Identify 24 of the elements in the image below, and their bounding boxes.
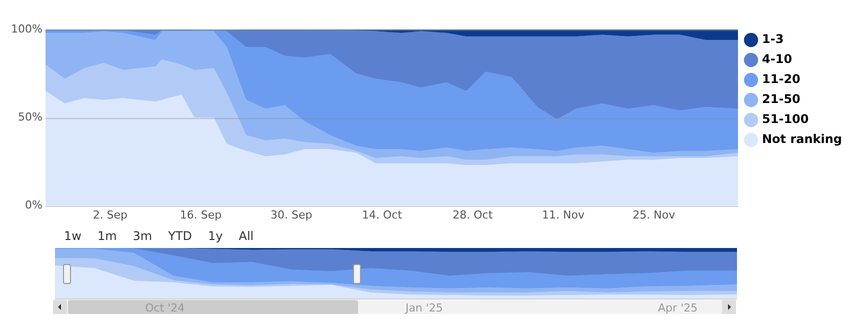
text: 1y <box>207 228 224 245</box>
text: 3m <box>132 228 154 245</box>
x-tick-label: Apr '25 <box>658 301 698 314</box>
x-tick-label: 30. Sep <box>270 208 312 222</box>
x-tick-label: 11. Nov <box>542 208 585 222</box>
y-tick-label: 0% <box>24 198 42 212</box>
x-tick-label: 2. Sep <box>92 208 128 222</box>
y-tick-label: 100% <box>10 22 42 36</box>
x-tick-label: 14. Oct <box>362 208 403 222</box>
text: 1m <box>96 228 118 245</box>
legend-label: 51-100 <box>762 112 809 126</box>
text: 1w <box>63 228 82 245</box>
x-tick-label: Jan '25 <box>404 301 443 314</box>
x-tick-label: 28. Oct <box>452 208 494 222</box>
legend-label: 21-50 <box>762 92 800 106</box>
text: All <box>238 228 255 245</box>
x-tick-label: 25. Nov <box>632 208 676 222</box>
legend-label: Not ranking <box>762 132 842 146</box>
legend-label: 1-3 <box>762 32 784 46</box>
text: YTD <box>167 228 194 245</box>
legend-label: 4-10 <box>762 52 792 66</box>
x-tick-label: 16. Sep <box>180 208 222 222</box>
y-tick-label: 50% <box>18 110 42 124</box>
legend-label: 11-20 <box>762 72 800 86</box>
